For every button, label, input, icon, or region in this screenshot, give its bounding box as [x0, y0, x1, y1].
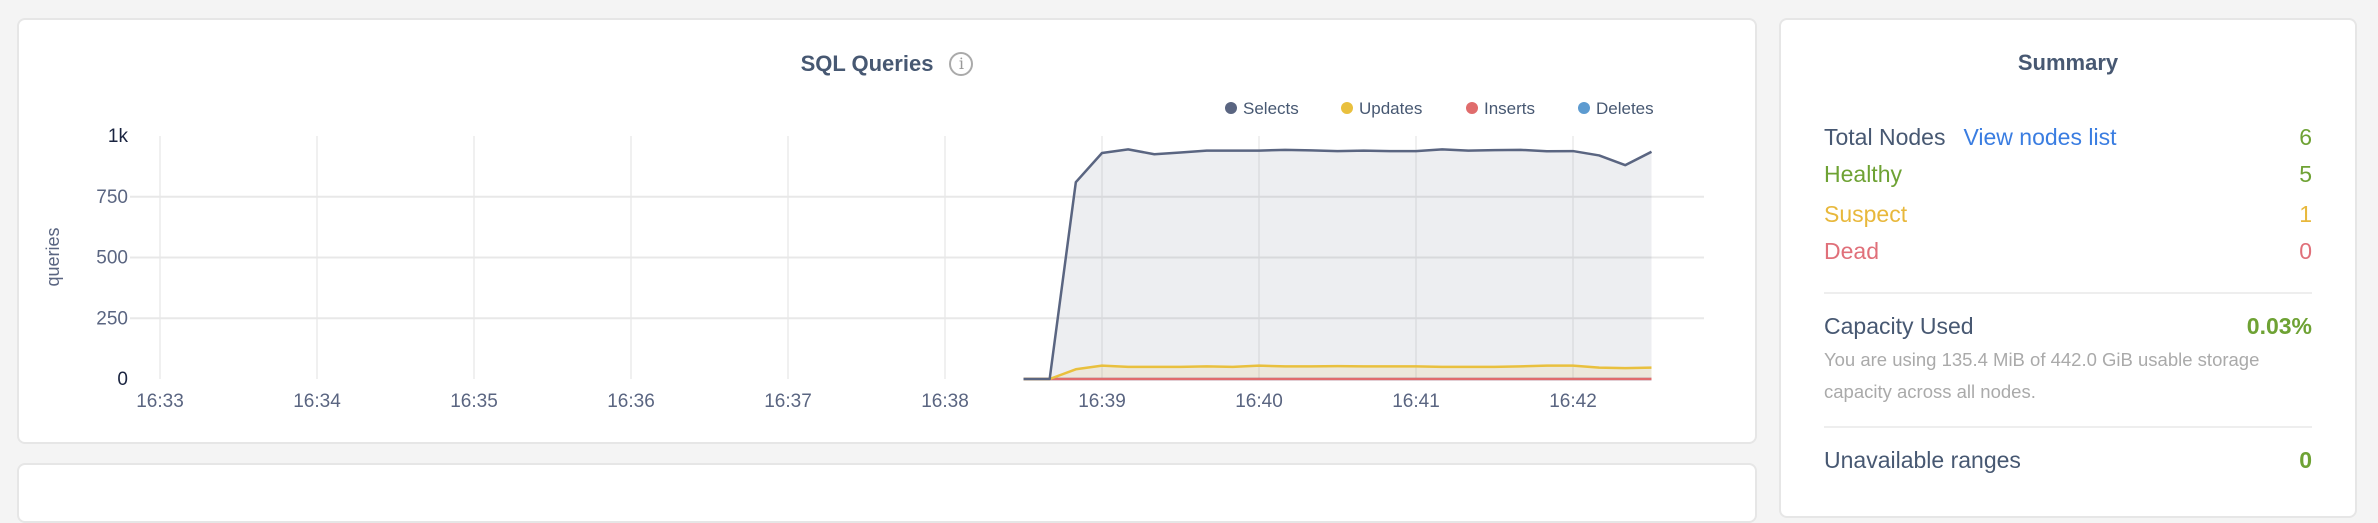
capacity-row: Capacity Used 0.03%: [1824, 313, 2312, 340]
summary-title: Summary: [2017, 50, 2119, 75]
x-tick-label: 16:38: [921, 391, 969, 412]
y-axis-label: queries: [43, 227, 63, 286]
dead-label: Dead: [1824, 238, 1879, 264]
total-nodes-label: Total Nodes: [1824, 124, 1946, 150]
x-tick-label: 16:41: [1392, 391, 1440, 412]
x-tick-label: 16:40: [1235, 391, 1283, 412]
y-tick-label: 500: [96, 248, 128, 269]
legend-label-deletes: Deletes: [1596, 99, 1654, 118]
info-circle-icon[interactable]: i: [949, 52, 974, 77]
legend-marker-inserts: [1466, 102, 1478, 114]
capacity-label: Capacity Used: [1824, 313, 1974, 339]
sql-queries-card: SQL Queries i: [17, 18, 1757, 444]
x-tick-label: 16:42: [1549, 391, 1597, 412]
x-tick-label: 16:39: [1078, 391, 1126, 412]
chart-title-row: SQL Queries i: [19, 50, 1755, 77]
capacity-value: 0.03%: [2246, 313, 2312, 339]
summary-card: Summary Total Nodes View nodes list 6 Hea…: [1779, 18, 2357, 518]
legend-marker-deletes: [1578, 102, 1590, 114]
divider: [1824, 292, 2312, 294]
y-tick-label: 250: [96, 308, 128, 329]
total-nodes-row: Total Nodes View nodes list 6: [1824, 124, 2312, 151]
x-tick-label: 16:33: [136, 391, 184, 412]
sql-queries-chart: 0 250 500 750 1k 16:33 16:34 16:35 16:36 16:37 16:…: [43, 99, 1704, 412]
unavailable-ranges-row: Unavailable ranges 0: [1824, 447, 2312, 474]
dead-row: Dead 0: [1824, 238, 2312, 265]
legend-label-inserts: Inserts: [1484, 99, 1535, 118]
y-tick-label: 0: [117, 369, 128, 390]
divider: [1824, 426, 2312, 428]
x-tick-label: 16:36: [607, 391, 655, 412]
x-tick-label: 16:37: [764, 391, 812, 412]
legend-marker-selects: [1225, 102, 1237, 114]
dead-value: 0: [2299, 238, 2312, 264]
series-line-updates: [1023, 364, 1652, 381]
healthy-label: Healthy: [1824, 161, 1902, 187]
x-tick-label: 16:35: [450, 391, 498, 412]
suspect-value: 1: [2299, 201, 2312, 227]
series-line-selects: [1023, 148, 1653, 381]
legend-marker-updates: [1341, 102, 1353, 114]
healthy-row: Healthy 5: [1824, 161, 2312, 188]
secondary-card: [17, 463, 1757, 523]
legend-label-selects: Selects: [1243, 99, 1299, 118]
suspect-row: Suspect 1: [1824, 201, 2312, 228]
suspect-label: Suspect: [1824, 201, 1908, 227]
chart-title: SQL Queries: [800, 51, 934, 77]
view-nodes-list-link[interactable]: View nodes list: [1963, 124, 2117, 150]
total-nodes-value: 6: [2299, 124, 2312, 150]
unavailable-ranges-value: 0: [2299, 447, 2312, 473]
series-area-updates: [1023, 365, 1652, 379]
x-tick-label: 16:34: [293, 391, 341, 412]
series-area-selects: [1023, 149, 1652, 379]
legend-label-updates: Updates: [1359, 99, 1422, 118]
y-tick-label: 1k: [108, 126, 129, 147]
healthy-value: 5: [2299, 161, 2312, 187]
unavailable-ranges-label: Unavailable ranges: [1824, 447, 2021, 473]
y-tick-label: 750: [96, 187, 128, 208]
capacity-description: You are using 135.4 MiB of 442.0 GiB usa…: [1824, 349, 2260, 402]
